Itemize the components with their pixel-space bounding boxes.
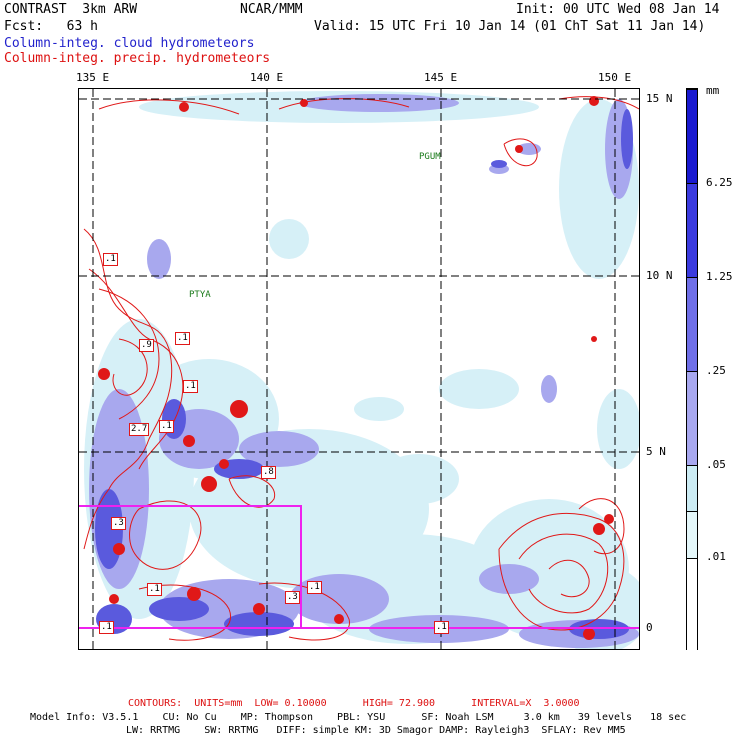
model-info-line2: LW: RRTMG SW: RRTMG DIFF: simple KM: 3D … [126,725,626,736]
lon-label-140: 140 E [250,71,284,84]
colorbar-segment [687,183,697,277]
nested-domain-box [79,505,639,629]
colorbar-segment [687,277,697,371]
map-panel[interactable]: PGUM PTYA .1 .9 .1 .1 2.7 .1 .8 .3 .1 .3… [78,88,640,650]
precip-cores [98,96,614,640]
lon-label-145: 145 E [424,71,458,84]
contour-label: .9 [139,339,154,352]
contour-info: CONTOURS: UNITS=mm LOW= 0.10000 HIGH= 72… [128,698,580,709]
contour-label: .1 [147,583,162,596]
cloud-dark-patches [95,109,633,639]
contour-label: .3 [111,517,126,530]
colorbar-level: 6.25 [706,176,733,189]
lat-label-15: 15 N [646,92,673,105]
lat-label-0: 0 [646,621,653,634]
precip-contours [83,96,639,641]
colorbar-segment [687,511,697,558]
model-title: CONTRAST 3km ARW [4,2,138,17]
colorbar-level: .05 [706,458,726,471]
model-org: NCAR/MMM [240,2,303,17]
colorbar-level: .01 [706,550,726,563]
lon-label-150: 150 E [598,71,632,84]
contour-label: 2.7 [129,423,150,436]
colorbar-segment [687,465,697,511]
map-canvas [79,89,639,649]
contour-label: .8 [261,466,276,479]
contour-label: .1 [175,332,190,345]
colorbar-level: .25 [706,364,726,377]
lat-label-10: 10 N [646,269,673,282]
cloud-light-patches [84,91,639,649]
colorbar-unit: mm [706,84,720,97]
lat-label-5: 5 N [646,445,666,458]
contour-label: .1 [434,621,449,634]
lon-label-135: 135 E [76,71,110,84]
contour-label: .1 [183,380,198,393]
place-label-pgum: PGUM [419,152,441,162]
legend-precip: Column-integ. precip. hydrometeors [4,51,271,66]
init-time: Init: 00 UTC Wed 08 Jan 14 [516,2,720,17]
contour-label: .1 [307,581,322,594]
colorbar-segment [687,558,697,651]
colorbar-level: 1.25 [706,270,733,283]
forecast-hour: Fcst: 63 h [4,19,98,34]
contour-label: .1 [159,420,174,433]
colorbar-segment [687,89,697,183]
colorbar-segment [687,371,697,465]
place-label-ptya: PTYA [189,290,211,300]
contour-label: .1 [103,253,118,266]
legend-cloud: Column-integ. cloud hydrometeors [4,36,255,51]
colorbar [686,88,698,651]
contour-label: .1 [99,621,114,634]
contour-label: .3 [285,591,300,604]
model-info-line1: Model Info: V3.5.1 CU: No Cu MP: Thompso… [30,712,687,723]
valid-time: Valid: 15 UTC Fri 10 Jan 14 (01 ChT Sat … [314,19,706,34]
